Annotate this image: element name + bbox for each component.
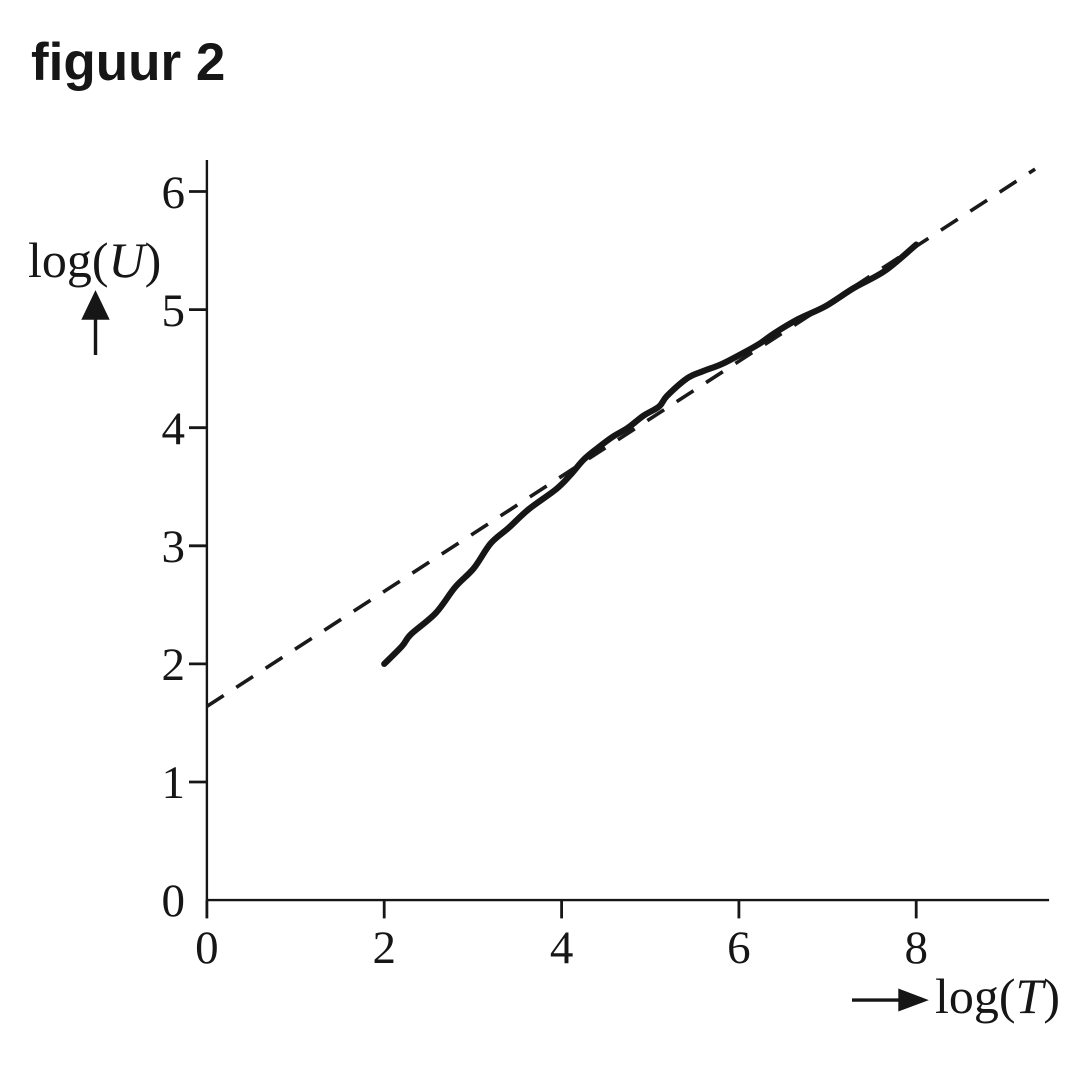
- svg-text:6: 6: [162, 167, 186, 219]
- svg-text:1: 1: [162, 757, 186, 809]
- svg-text:2: 2: [162, 639, 186, 691]
- svg-text:log(T): log(T): [935, 968, 1060, 1024]
- svg-text:0: 0: [162, 875, 186, 927]
- svg-text:4: 4: [550, 922, 574, 974]
- svg-text:3: 3: [162, 521, 186, 573]
- svg-text:4: 4: [162, 403, 186, 455]
- svg-text:8: 8: [904, 922, 928, 974]
- svg-text:5: 5: [162, 285, 186, 337]
- svg-text:log(U): log(U): [28, 232, 161, 288]
- svg-text:0: 0: [195, 922, 219, 974]
- svg-text:6: 6: [727, 922, 751, 974]
- svg-text:2: 2: [372, 922, 396, 974]
